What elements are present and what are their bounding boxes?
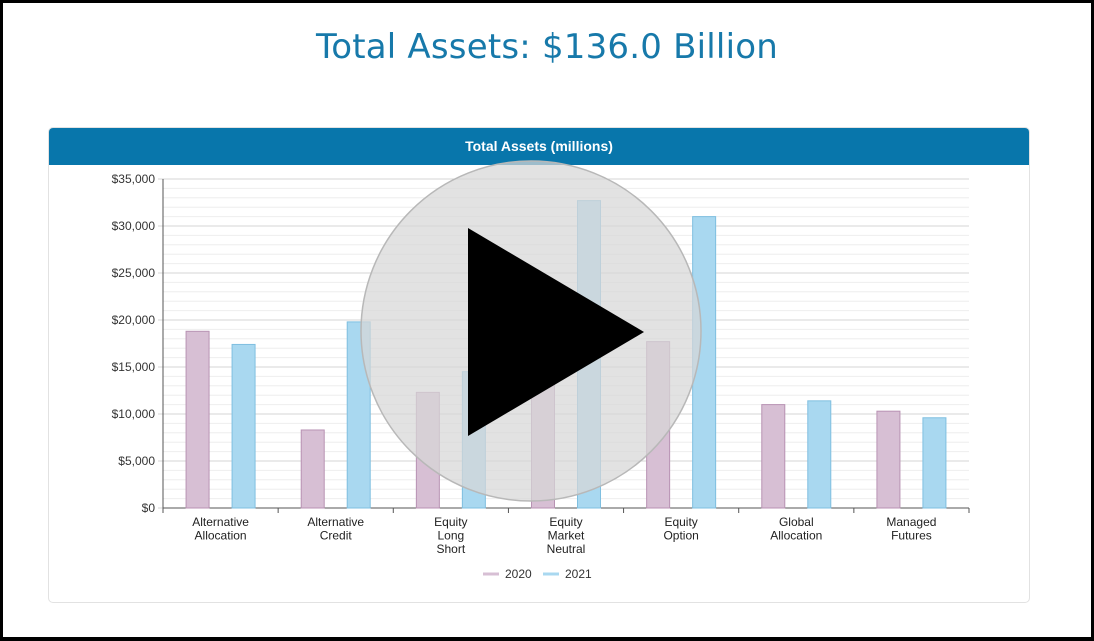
bar-2020 xyxy=(761,404,786,509)
x-tick-label: Equity xyxy=(434,515,467,529)
x-tick-label: Equity xyxy=(549,515,582,529)
x-tick-label: Alternative xyxy=(192,515,249,529)
chart-title: Total Assets (millions) xyxy=(49,128,1029,165)
y-tick-label: $35,000 xyxy=(112,172,156,186)
x-tick-label: Option xyxy=(663,529,698,543)
x-tick-label: Futures xyxy=(891,529,932,543)
x-tick-label: Alternative xyxy=(307,515,364,529)
bar-2020 xyxy=(300,429,325,509)
x-tick-label: Market xyxy=(548,529,585,543)
bar-2021 xyxy=(807,400,832,509)
y-tick-label: $0 xyxy=(142,501,156,515)
x-tick-label: Credit xyxy=(320,529,353,543)
y-tick-label: $15,000 xyxy=(112,360,156,374)
bar-2021 xyxy=(922,417,947,509)
legend-label: 2021 xyxy=(565,567,592,581)
y-tick-label: $25,000 xyxy=(112,266,156,280)
x-tick-label: Managed xyxy=(886,515,936,529)
x-tick-label: Allocation xyxy=(770,529,822,543)
page-title: Total Assets: $136.0 Billion xyxy=(316,27,778,67)
x-tick-label: Allocation xyxy=(195,529,247,543)
x-tick-label: Short xyxy=(437,542,466,556)
legend-label: 2020 xyxy=(505,567,532,581)
bar-2020 xyxy=(876,410,901,509)
x-tick-label: Neutral xyxy=(547,542,586,556)
bar-2021 xyxy=(231,343,256,509)
play-icon xyxy=(468,228,644,436)
y-tick-label: $5,000 xyxy=(118,454,155,468)
bar-2020 xyxy=(185,330,210,509)
y-tick-label: $20,000 xyxy=(112,313,156,327)
x-tick-label: Global xyxy=(779,515,814,529)
play-button[interactable] xyxy=(358,160,704,502)
x-tick-label: Long xyxy=(438,529,465,543)
y-tick-label: $30,000 xyxy=(112,219,156,233)
x-tick-label: Equity xyxy=(664,515,697,529)
y-tick-label: $10,000 xyxy=(112,407,156,421)
